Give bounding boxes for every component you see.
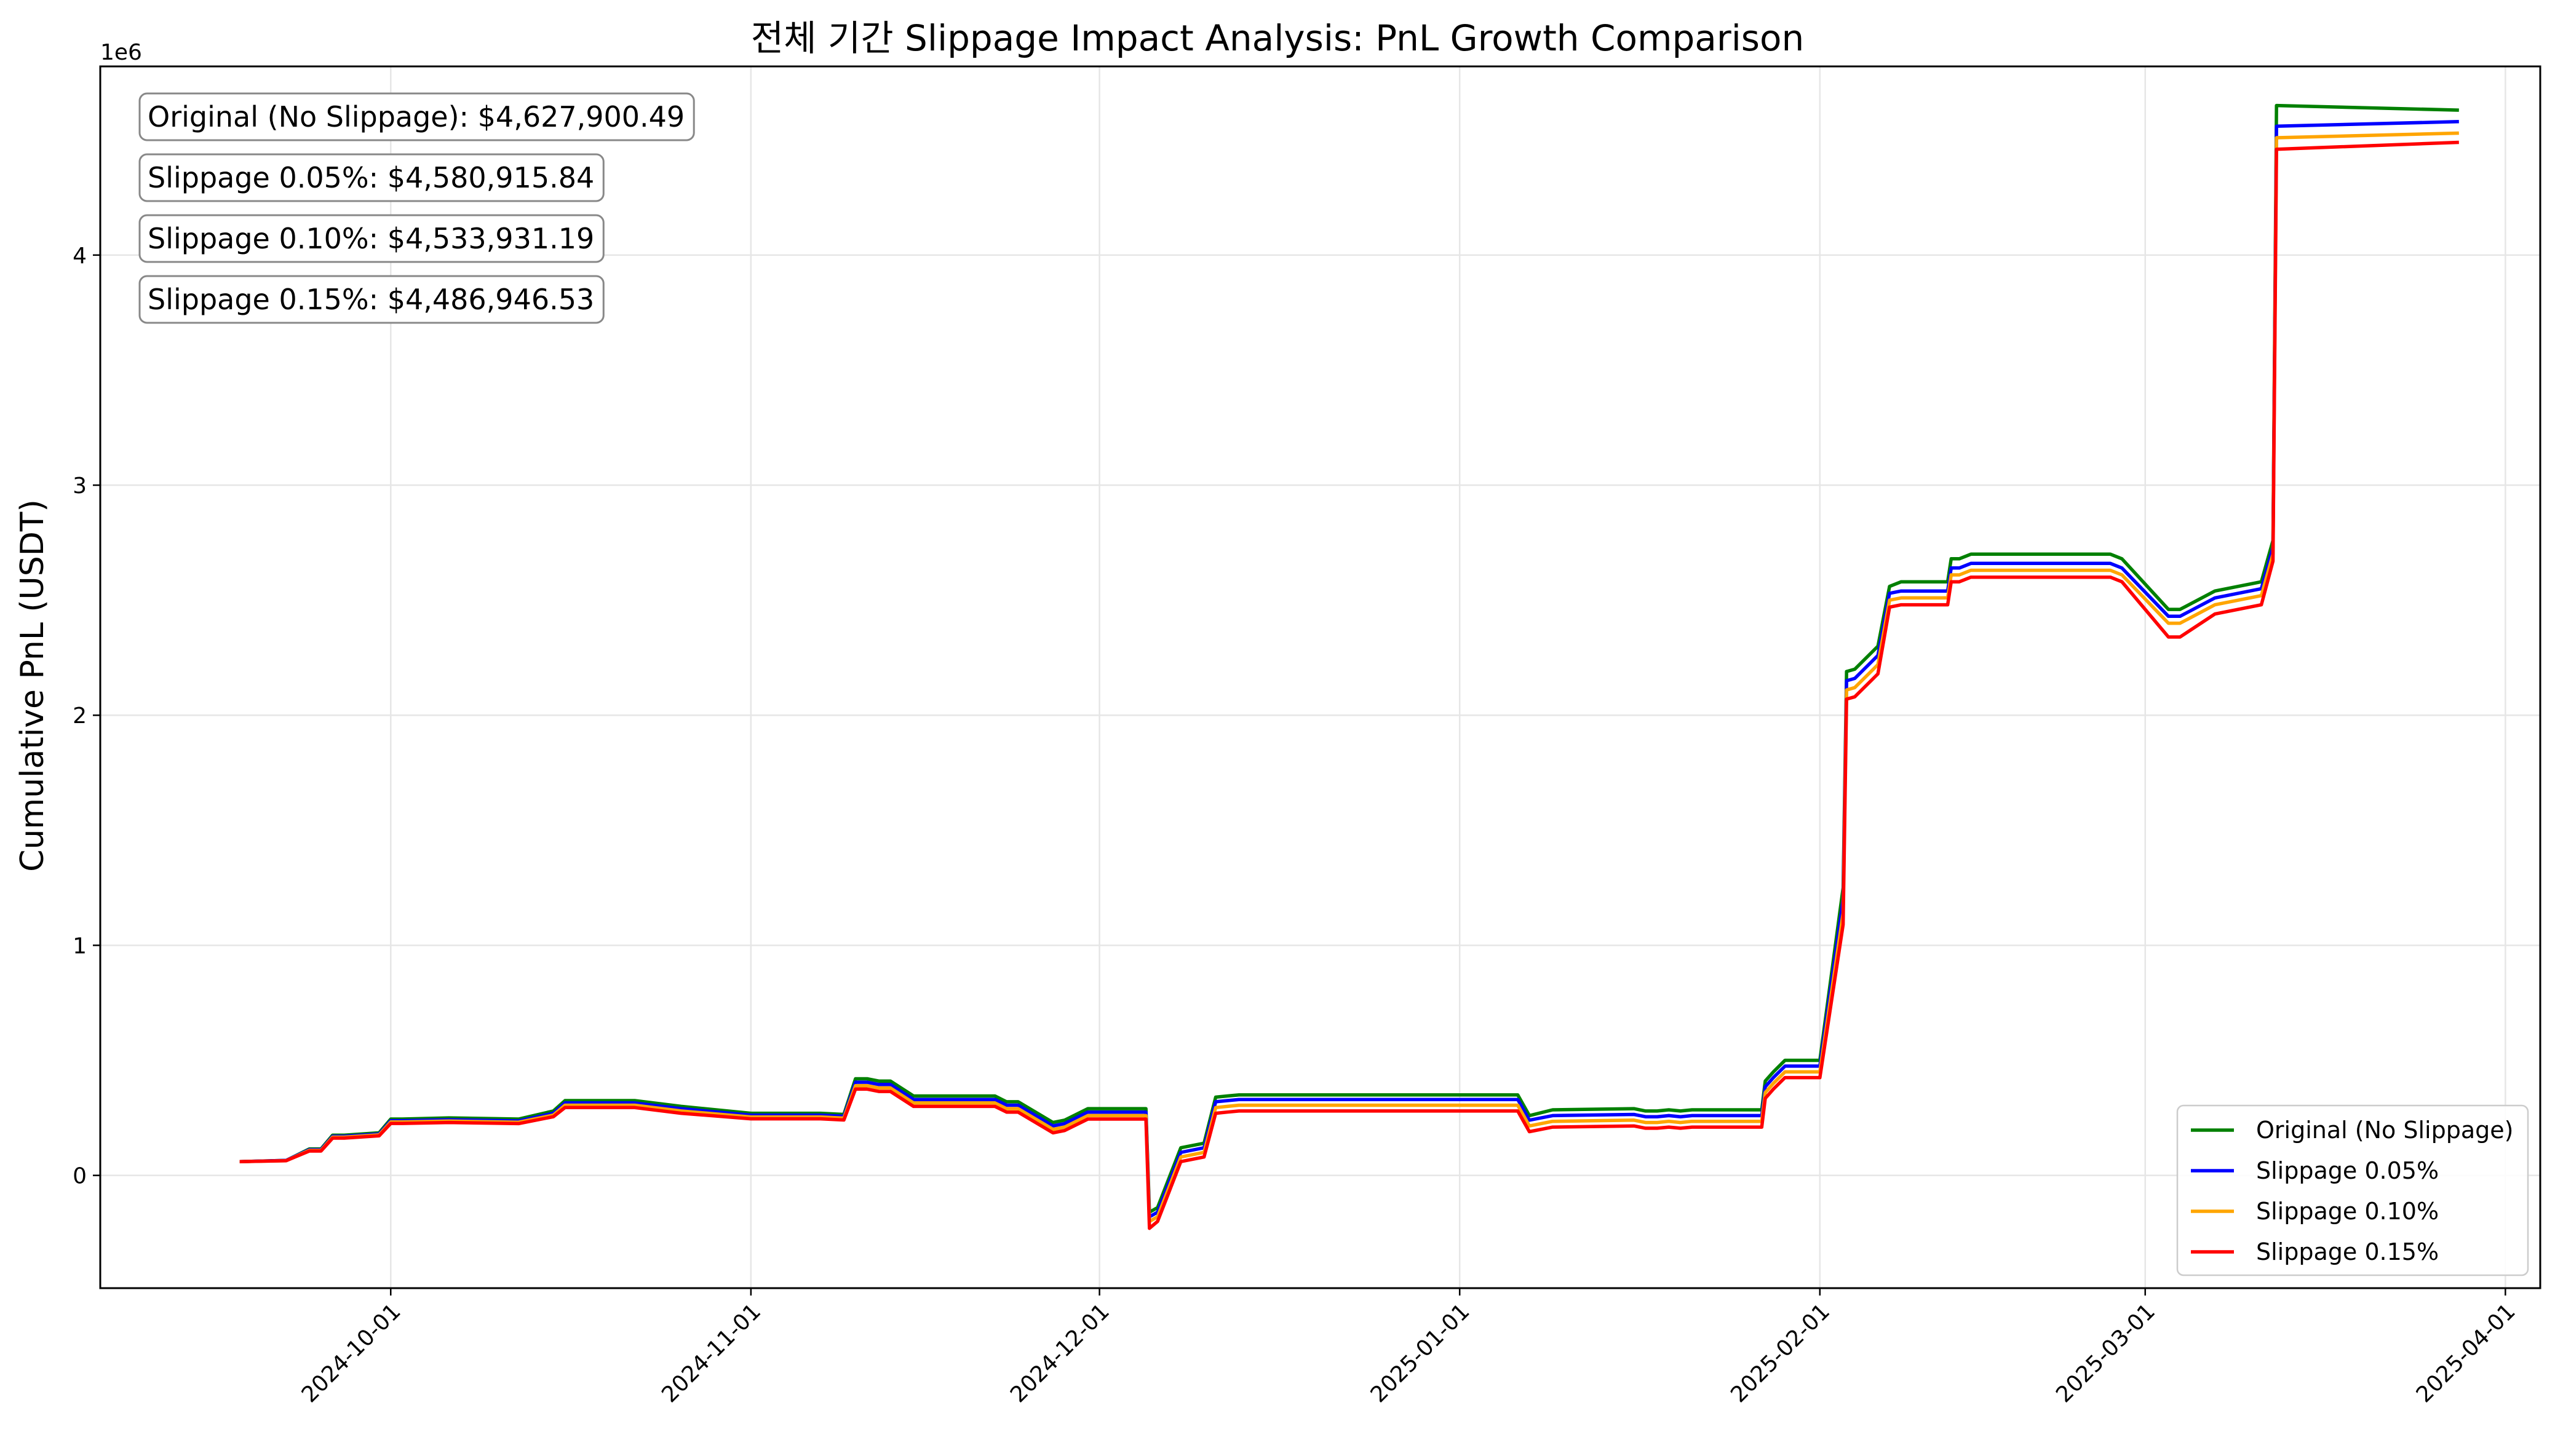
x-tick-label: 2025-02-01 bbox=[1726, 1299, 1835, 1407]
y-offset-label: 1e6 bbox=[100, 40, 142, 65]
legend-label: Slippage 0.15% bbox=[2256, 1238, 2439, 1265]
annotation-text: Slippage 0.10%: $4,533,931.19 bbox=[148, 222, 594, 255]
x-tick-label: 2025-03-01 bbox=[2051, 1299, 2160, 1407]
x-tick-label: 2024-10-01 bbox=[297, 1299, 406, 1407]
chart-title: 전체 기간 Slippage Impact Analysis: PnL Grow… bbox=[751, 17, 1805, 59]
annotation-box: Slippage 0.15%: $4,486,946.53 bbox=[138, 275, 605, 324]
annotation-frame bbox=[138, 275, 605, 324]
series-line-3 bbox=[239, 140, 2459, 1230]
y-tick-label: 1 bbox=[73, 933, 87, 959]
y-tick-label: 2 bbox=[73, 703, 87, 729]
x-tick-label: 2024-12-01 bbox=[1006, 1299, 1115, 1407]
series-line-2 bbox=[239, 131, 2459, 1224]
annotation-frame bbox=[138, 92, 695, 141]
annotation-text: Slippage 0.15%: $4,486,946.53 bbox=[148, 283, 594, 316]
annotation-text: Slippage 0.05%: $4,580,915.84 bbox=[148, 161, 594, 194]
legend-label: Original (No Slippage) bbox=[2256, 1117, 2513, 1144]
y-tick-label: 0 bbox=[73, 1164, 87, 1189]
annotation-box: Slippage 0.05%: $4,580,915.84 bbox=[138, 153, 605, 202]
annotation-box: Slippage 0.10%: $4,533,931.19 bbox=[138, 214, 605, 263]
annotation-frame bbox=[138, 153, 605, 202]
annotation-box: Original (No Slippage): $4,627,900.49 bbox=[138, 92, 695, 141]
y-tick-label: 3 bbox=[73, 473, 87, 499]
annotation-text: Original (No Slippage): $4,627,900.49 bbox=[148, 100, 685, 133]
series-line-1 bbox=[239, 120, 2459, 1219]
y-axis-label: Cumulative PnL (USDT) bbox=[14, 499, 51, 872]
legend-label: Slippage 0.10% bbox=[2256, 1198, 2439, 1225]
plot-frame bbox=[99, 65, 2541, 1289]
y-tick-label: 4 bbox=[73, 243, 87, 269]
x-tick-label: 2025-04-01 bbox=[2412, 1299, 2521, 1407]
legend-frame bbox=[2176, 1104, 2529, 1276]
legend: Original (No Slippage) Slippage 0.05% Slip… bbox=[2176, 1104, 2529, 1276]
annotation-boxes: Original (No Slippage): $4,627,900.49 Sli… bbox=[138, 92, 695, 324]
axis-ticks: 0 1 2 3 4 2024-10-01 2024-11-01 2024-12-01 2025-… bbox=[73, 243, 2521, 1407]
series-lines bbox=[239, 103, 2459, 1230]
x-tick-label: 2025-01-01 bbox=[1366, 1299, 1475, 1407]
legend-label: Slippage 0.05% bbox=[2256, 1157, 2439, 1184]
series-line-0 bbox=[239, 103, 2459, 1214]
annotation-frame bbox=[138, 214, 605, 263]
x-tick-label: 2024-11-01 bbox=[657, 1299, 766, 1407]
